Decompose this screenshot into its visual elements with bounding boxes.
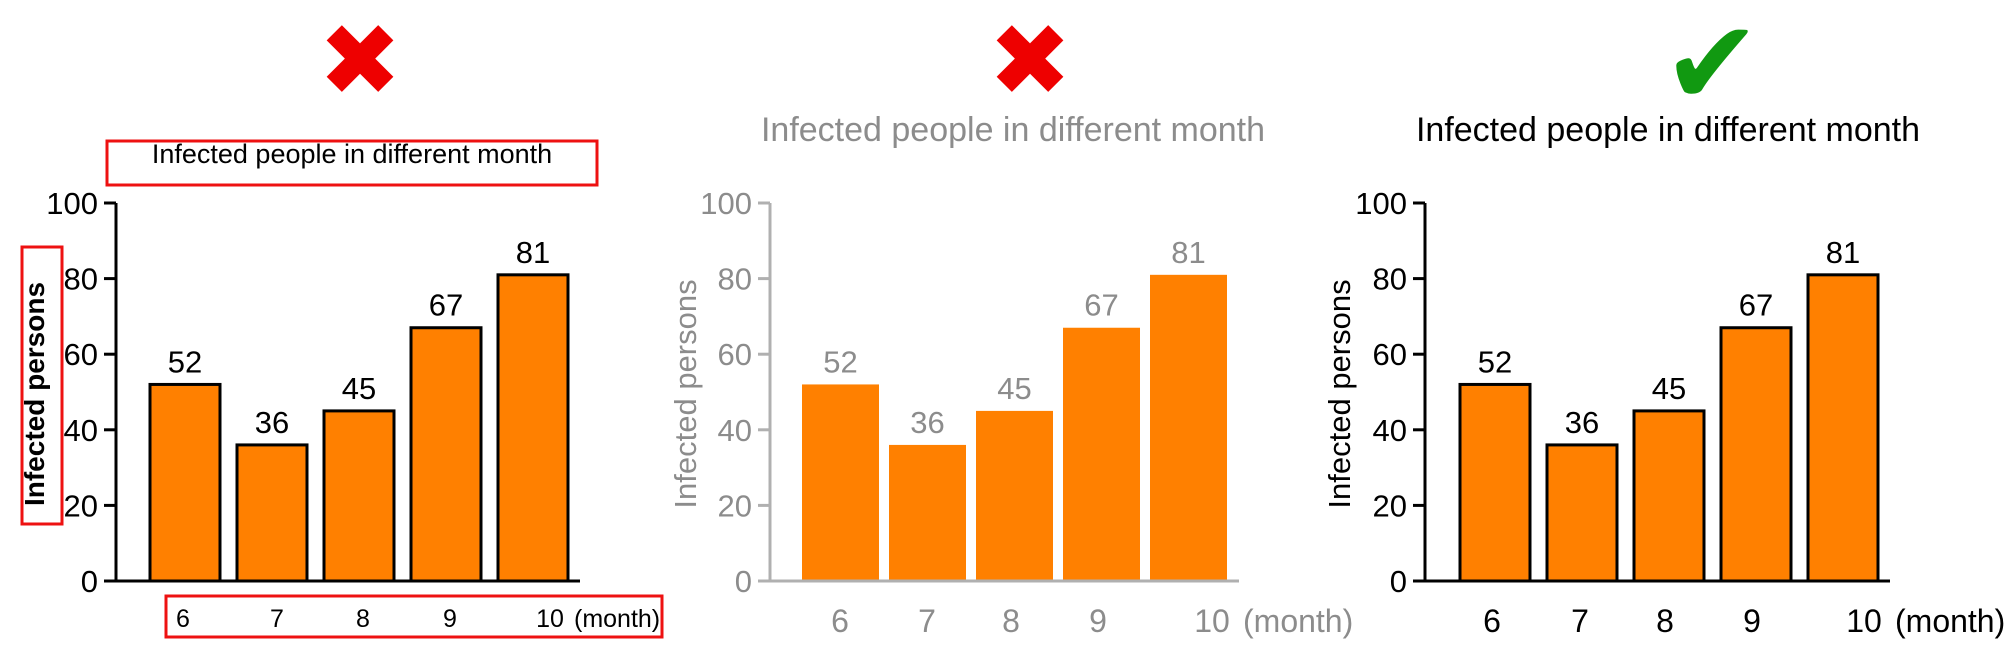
data-label: 36	[255, 405, 289, 440]
x-tick-label: 10	[1194, 603, 1230, 639]
y-tick-label: 40	[1373, 413, 1407, 448]
x-tick-label: 6	[831, 603, 849, 639]
chart-panel-1: ✖ Infected people in different month 0 20 40…	[19, 5, 664, 639]
x-tick-label: 8	[356, 605, 370, 633]
x-tick-label: 9	[1089, 603, 1107, 639]
check-icon: ✔	[1663, 0, 1762, 130]
y-tick-label: 60	[718, 337, 752, 372]
bar-month-6	[802, 384, 879, 581]
y-axis-label: Infected persons	[19, 282, 50, 506]
y-tick-label: 20	[1373, 488, 1407, 523]
x-tick-label: 10	[536, 605, 564, 633]
x-axis-unit: (month)	[1895, 603, 2005, 639]
x-axis-unit: (month)	[1243, 603, 1353, 639]
y-tick-label: 80	[64, 262, 98, 297]
x-axis-unit: (month)	[574, 605, 660, 633]
chart-title: Infected people in different month	[1416, 111, 1920, 149]
y-tick-label: 0	[81, 564, 98, 599]
title-highlight-box	[105, 139, 599, 187]
bar-month-10	[496, 273, 570, 583]
chart-title: Infected people in different month	[152, 139, 552, 169]
y-tick-label: 40	[718, 413, 752, 448]
y-tick-label: 20	[718, 488, 752, 523]
chart-panel-3: ✔Infected people in different month 0 20 40…	[1322, 0, 2005, 639]
cross-icon: ✖	[318, 5, 402, 117]
bar-month-9	[1063, 327, 1140, 581]
x-tick-label: 7	[1571, 603, 1589, 639]
bar-month-6	[148, 382, 222, 583]
y-tick-label: 40	[64, 413, 98, 448]
data-label: 45	[997, 371, 1031, 406]
y-axis-label: Infected persons	[668, 279, 703, 508]
y-tick-label: 100	[700, 186, 752, 221]
data-label: 81	[516, 235, 550, 270]
data-label: 67	[1084, 288, 1118, 323]
bar-month-8	[1632, 409, 1706, 583]
data-label: 67	[429, 288, 463, 323]
cross-icon: ✖	[988, 5, 1072, 117]
y-tick-label: 0	[735, 564, 752, 599]
y-axis-label: Infected persons	[1322, 279, 1357, 508]
y-tick-label: 80	[1373, 262, 1407, 297]
data-label: 45	[342, 371, 376, 406]
data-label: 52	[823, 344, 857, 379]
x-tick-label: 10	[1846, 603, 1882, 639]
bar-month-7	[1545, 443, 1619, 583]
data-label: 45	[1652, 371, 1686, 406]
bar-month-7	[235, 443, 309, 583]
x-tick-label: 6	[176, 605, 190, 633]
x-tick-label: 9	[1743, 603, 1761, 639]
bar-month-10	[1806, 273, 1880, 583]
x-tick-label: 9	[443, 605, 457, 633]
data-label: 36	[910, 405, 944, 440]
data-label: 52	[168, 344, 202, 379]
chart-panel-2: ✖Infected people in different month 0 20 40…	[668, 5, 1353, 639]
bar-month-10	[1150, 274, 1227, 581]
bar-month-6	[1458, 382, 1532, 583]
x-tick-label: 8	[1002, 603, 1020, 639]
x-tick-label: 7	[270, 605, 284, 633]
bar-month-9	[1719, 326, 1793, 583]
x-tick-label: 7	[918, 603, 936, 639]
xticks-highlight-box	[164, 594, 664, 639]
x-tick-label: 8	[1656, 603, 1674, 639]
y-tick-label: 80	[718, 262, 752, 297]
y-tick-label: 60	[1373, 337, 1407, 372]
chart-title: Infected people in different month	[761, 111, 1265, 149]
data-label: 52	[1478, 344, 1512, 379]
y-tick-label: 60	[64, 337, 98, 372]
data-label: 67	[1739, 288, 1773, 323]
bar-month-8	[976, 410, 1053, 581]
bar-month-7	[889, 444, 966, 581]
ylabel-highlight-box	[20, 245, 64, 526]
y-tick-label: 100	[1355, 186, 1407, 221]
y-tick-label: 0	[1390, 564, 1407, 599]
x-tick-label: 6	[1483, 603, 1501, 639]
bar-month-8	[322, 409, 396, 583]
y-tick-label: 20	[64, 488, 98, 523]
data-label: 36	[1565, 405, 1599, 440]
data-label: 81	[1826, 235, 1860, 270]
data-label: 81	[1171, 235, 1205, 270]
y-tick-label: 100	[46, 186, 98, 221]
bar-month-9	[409, 326, 483, 583]
